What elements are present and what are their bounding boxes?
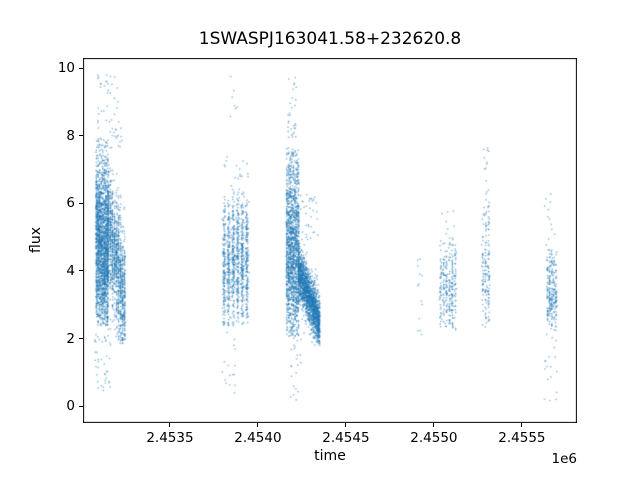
plot-area [83, 58, 577, 423]
x-tick [169, 423, 171, 427]
y-tick [79, 135, 83, 137]
x-tick-label: 2.4545 [322, 430, 370, 446]
y-tick [79, 405, 83, 407]
x-tick-label: 2.4540 [234, 430, 282, 446]
y-tick-label: 2 [66, 330, 75, 347]
y-tick-label: 6 [66, 195, 75, 212]
x-tick-label: 2.4555 [498, 430, 546, 446]
y-tick [79, 270, 83, 272]
chart-title: 1SWASPJ163041.58+232620.8 [198, 29, 462, 49]
y-tick-label: 8 [66, 127, 75, 144]
y-tick [79, 67, 83, 69]
x-tick [345, 423, 347, 427]
y-tick-label: 10 [57, 60, 75, 77]
x-tick [257, 423, 259, 427]
x-tick [521, 423, 523, 427]
x-axis-offset-label: 1e6 [551, 451, 577, 467]
y-tick-label: 4 [66, 262, 75, 279]
x-tick [433, 423, 435, 427]
y-tick [79, 202, 83, 204]
y-tick [79, 338, 83, 339]
y-axis-label: flux [28, 227, 44, 253]
x-axis-label: time [314, 448, 346, 464]
y-tick-label: 0 [66, 398, 75, 415]
x-tick-label: 2.4535 [146, 430, 194, 446]
x-tick-label: 2.4550 [410, 430, 458, 446]
